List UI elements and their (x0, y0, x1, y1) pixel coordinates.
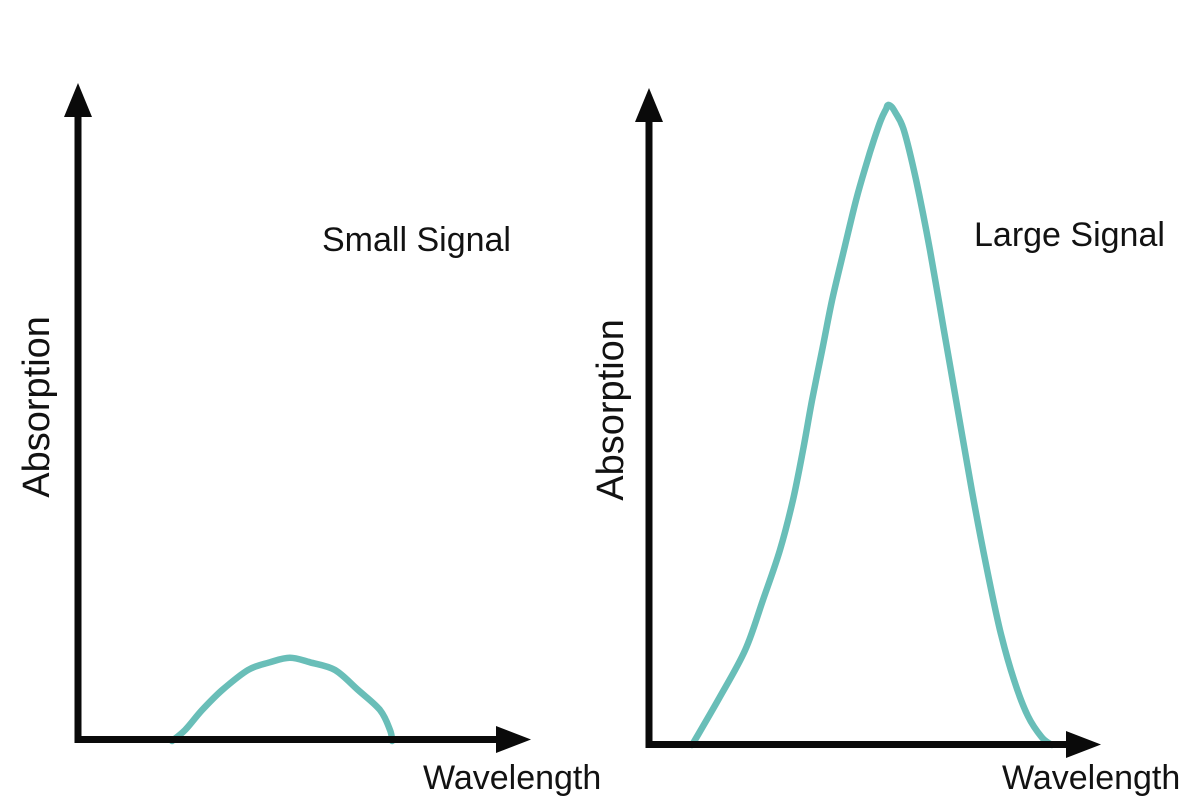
large-signal-curve (688, 101, 1056, 749)
small-signal-plot (64, 83, 531, 753)
small-signal-y-axis-arrow-icon (64, 83, 92, 117)
small-signal-x-axis-arrow-icon (496, 726, 531, 753)
large-signal-y-axis-arrow-icon (635, 88, 663, 122)
small-signal-y-axis-label: Absorption (16, 316, 59, 498)
small-signal-title: Small Signal (322, 221, 511, 259)
large-signal-title: Large Signal (974, 216, 1165, 254)
large-signal-x-axis-arrow-icon (1066, 731, 1101, 758)
large-signal-x-axis-label: Wavelength (1002, 759, 1181, 797)
large-signal-plot (635, 88, 1101, 758)
small-signal-x-axis-label: Wavelength (423, 759, 602, 797)
small-signal-curve (168, 654, 396, 745)
large-signal-y-axis-label: Absorption (590, 319, 633, 501)
